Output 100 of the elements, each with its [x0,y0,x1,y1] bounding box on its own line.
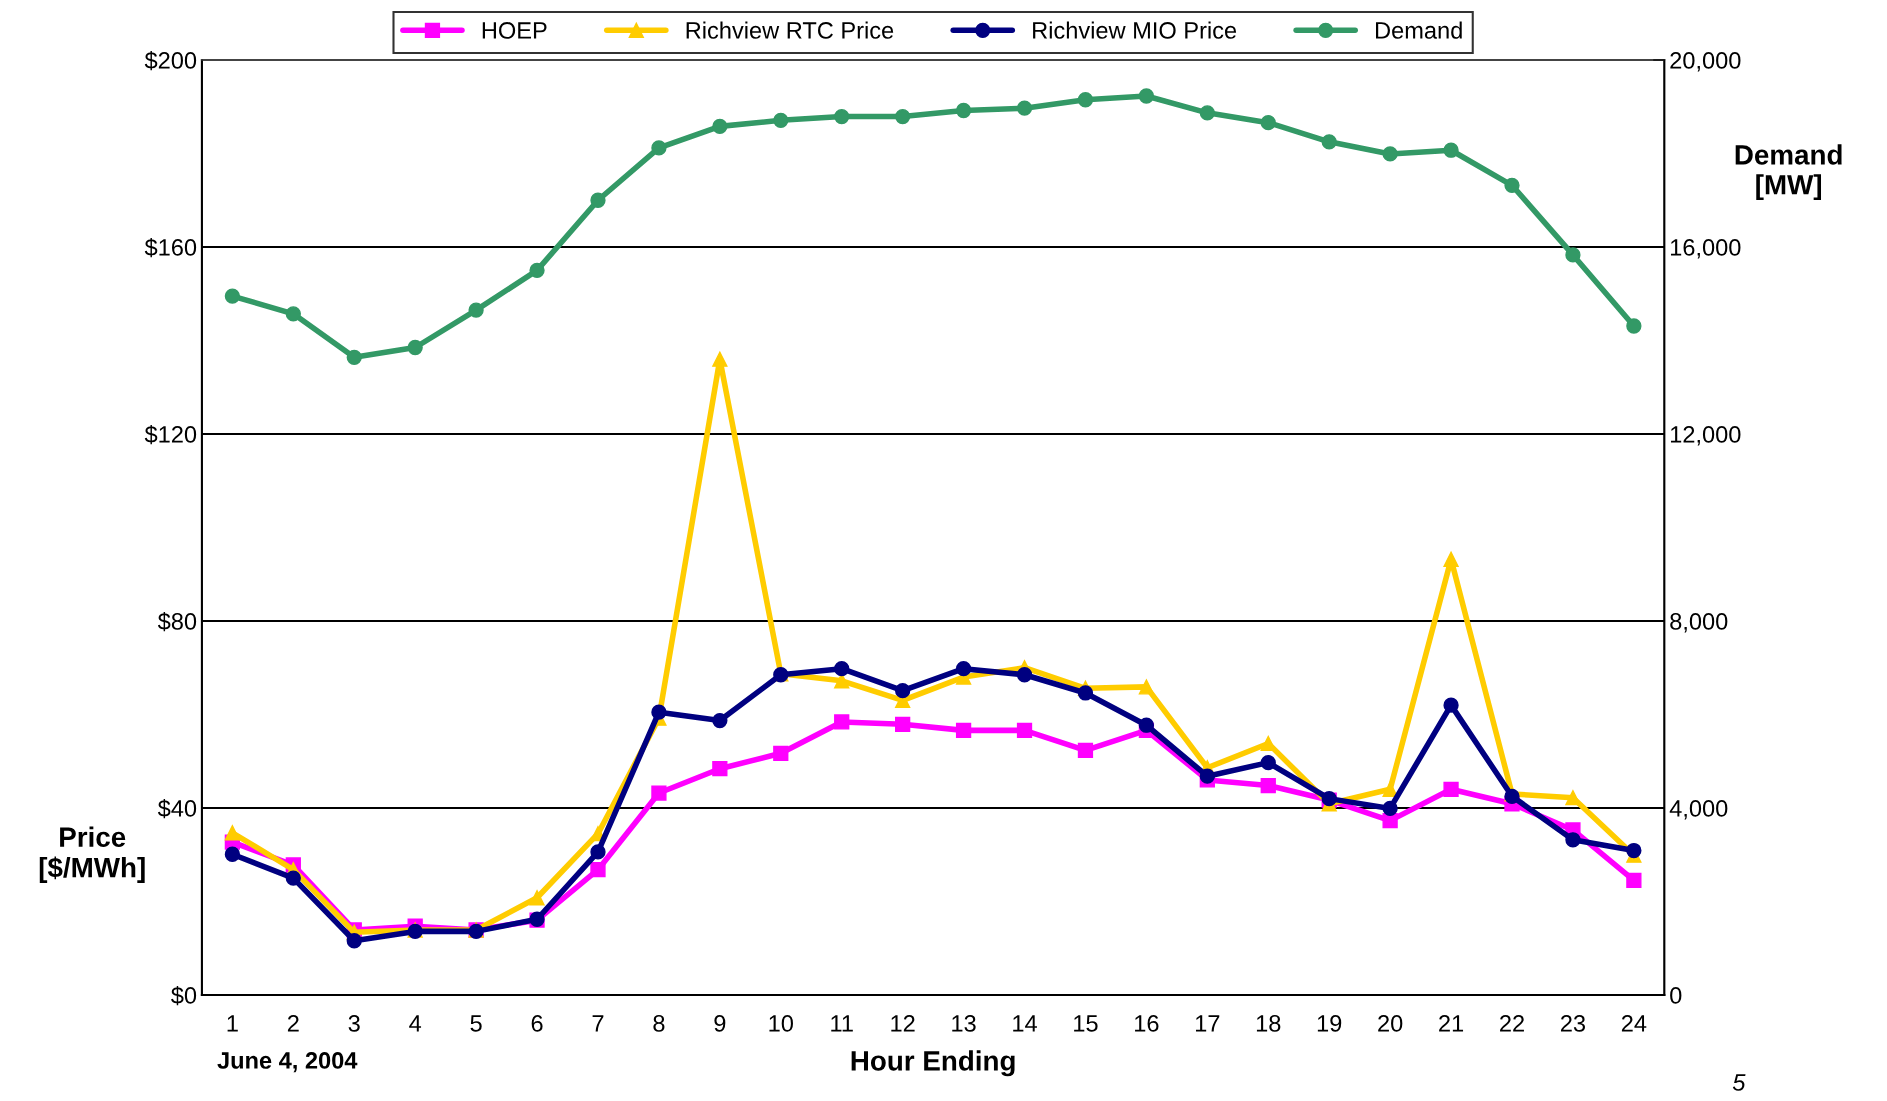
x-tick-label: 16 [1135,1015,1159,1032]
x-tick-label: 18 [1256,1015,1281,1032]
x-tick-label: 6 [531,1015,543,1032]
y-tick-label: $40 [157,799,197,819]
point [224,846,241,862]
x-tick-label: 10 [769,1015,793,1032]
y2-tick-label: 8,000 [1670,613,1728,633]
point [712,761,728,777]
point [712,351,728,367]
legend-label: HOEP [482,22,547,39]
x-tick-label: 7 [592,1015,604,1032]
point [285,306,301,322]
point [529,890,545,906]
point [1077,92,1094,108]
point [1443,697,1459,713]
x-tick-label: 1 [227,1015,238,1032]
legend-label: Richview RTC Price [686,21,894,39]
point [1016,100,1033,116]
x-tick-label: 23 [1560,1015,1586,1032]
legend-label: Richview MIO Price [1033,21,1237,39]
point [1626,872,1642,889]
y-tick-label: $80 [157,612,197,632]
text: 5 [1732,1074,1746,1091]
point [1443,142,1459,158]
point [224,288,241,304]
x-tick-label: 22 [1500,1015,1524,1032]
point [1626,318,1642,334]
point [1260,754,1276,771]
point [1199,768,1215,784]
point [407,339,423,356]
point [1382,781,1398,797]
x-axis-title: Hour Ending [851,1050,1015,1077]
x-tick-label: 24 [1621,1015,1647,1032]
x-tick-label: 8 [653,1015,665,1032]
point [895,108,911,125]
point [834,108,850,125]
point [651,704,667,720]
x-tick-label: 2 [287,1015,299,1032]
point [1016,722,1033,739]
y2-tick-label: 0 [1670,987,1682,1004]
x-tick-label: 3 [348,1015,360,1032]
legend-label: Demand [1376,21,1462,39]
point [1382,146,1398,162]
y-tick-label: $200 [144,51,197,71]
point [1565,832,1581,848]
point [712,712,728,729]
x-tick-label: 12 [891,1015,915,1032]
text: June 4, 2004 [217,1052,358,1073]
y-tick-label: $120 [144,425,197,445]
point [1077,685,1094,701]
x-tick-label: 15 [1074,1015,1098,1032]
point [834,714,850,730]
point [773,112,789,128]
x-tick-label: 19 [1317,1015,1342,1032]
x-tick-label: 9 [714,1015,726,1032]
point [1443,551,1459,567]
point [1138,717,1155,733]
y2-tick-label: 4,000 [1669,800,1728,820]
y-axis-title: Price [$/MWh] [39,826,145,883]
point [1260,777,1276,794]
point [895,716,911,732]
x-tick-label: 4 [409,1015,422,1032]
point [529,262,545,279]
x-tick-label: 17 [1196,1015,1220,1032]
point [651,140,667,156]
x-tick-label: 13 [952,1015,976,1032]
y2-axis-title: Demand [MW] [1735,144,1842,201]
point [224,825,241,841]
y-tick-label: $160 [144,238,197,258]
point [346,933,362,949]
point [651,785,667,801]
point [468,302,484,318]
point [955,102,972,119]
x-tick-label: 11 [831,1015,853,1032]
point [1260,735,1276,752]
point [346,349,362,365]
point [1443,781,1459,797]
point [1382,812,1398,829]
x-tick-label: 20 [1378,1015,1403,1032]
y2-tick-label: 16,000 [1671,239,1741,259]
point [955,661,972,677]
point [1382,800,1398,817]
point [1016,667,1033,683]
point [712,118,728,135]
point [1138,679,1155,695]
point [1504,177,1520,193]
x-tick-label: 5 [470,1015,482,1032]
point [1138,88,1155,104]
point [1077,742,1094,759]
point [1321,134,1337,150]
y2-tick-label: 20,000 [1670,52,1741,72]
point [955,722,972,739]
point [590,862,606,878]
point [1565,790,1581,806]
point [1199,105,1215,121]
point [834,661,850,677]
y-tick-label: $0 [171,986,197,1006]
point [1626,842,1642,859]
point [773,745,789,761]
point [895,683,911,699]
